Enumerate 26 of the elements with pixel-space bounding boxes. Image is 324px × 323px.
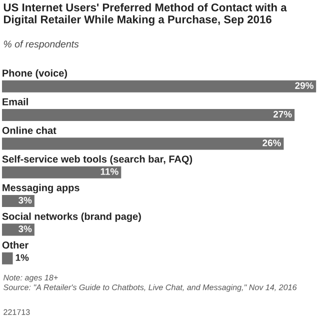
y-tick-label: Online chat xyxy=(2,126,56,134)
data-label: 27% xyxy=(273,110,292,118)
data-label: 11% xyxy=(100,168,118,175)
bar xyxy=(2,166,122,178)
bar xyxy=(2,138,284,150)
text: Note: ages 18+ xyxy=(3,274,58,282)
data-label: 3% xyxy=(18,196,32,204)
bar xyxy=(2,195,34,208)
y-tick-label: Other xyxy=(2,241,28,249)
data-label: 29% xyxy=(295,82,314,89)
y-tick-label: Self-service web tools (search bar, FAQ) xyxy=(2,155,192,165)
chart-title: US Internet Users' Preferred Method of Contact with a Digital Retailer While Making a Purchase, Sep 2016 xyxy=(4,3,287,26)
data-label: 3% xyxy=(18,226,32,232)
bar xyxy=(2,252,13,264)
source-note: Source: "A Retailer's Guide to Chatbots, Live Chat, and Messaging," Nov 14, 2016 xyxy=(3,284,297,292)
data-label: 26% xyxy=(262,140,281,146)
y-tick-label: Email xyxy=(2,98,28,106)
data-label: 1% xyxy=(16,254,29,261)
bar xyxy=(2,224,34,236)
y-tick-label: Social networks (brand page) xyxy=(2,212,141,222)
y-tick-label: Phone (voice) xyxy=(2,69,68,79)
y-tick-label: Messaging apps xyxy=(2,184,80,194)
chart-subtitle: % of respondents xyxy=(4,40,79,50)
bar xyxy=(2,80,316,92)
text: 221713 xyxy=(4,309,30,315)
bar xyxy=(2,109,295,122)
